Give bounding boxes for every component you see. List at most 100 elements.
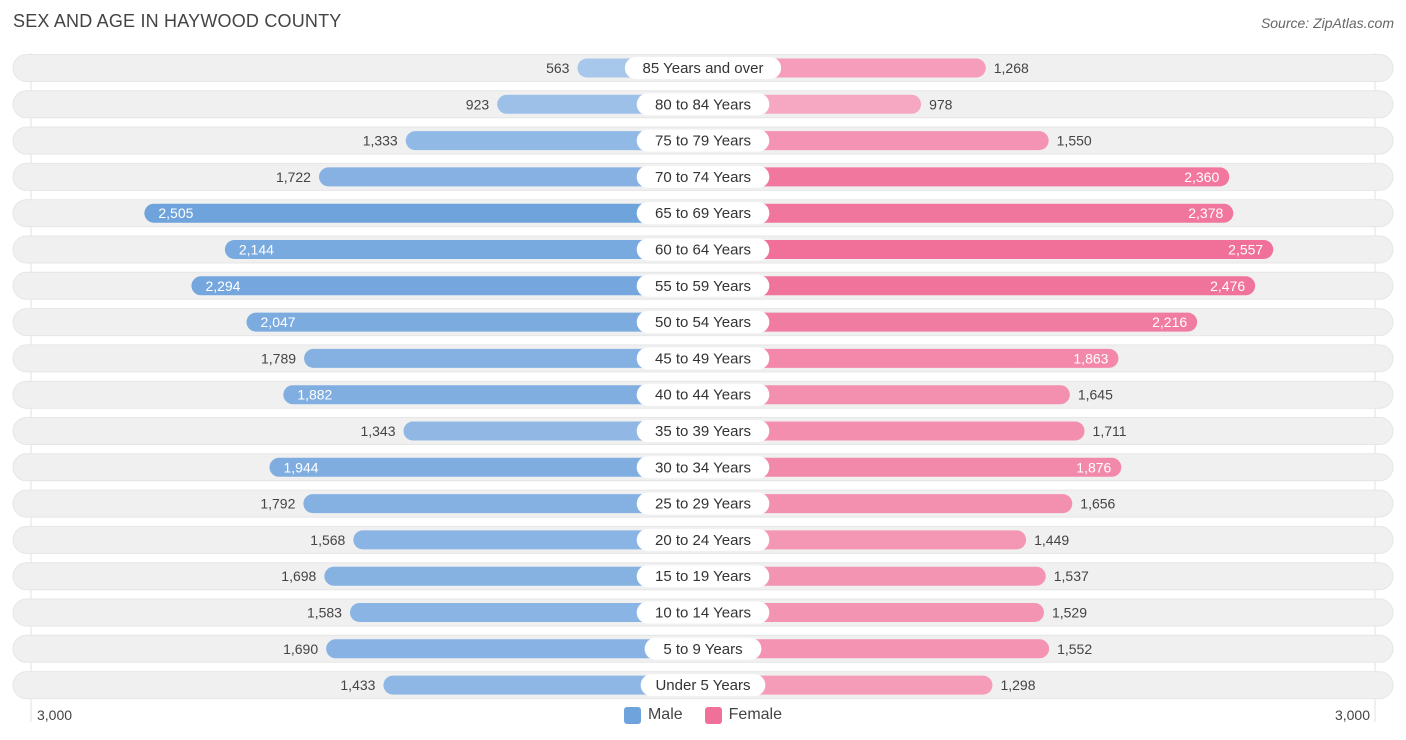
female-value-label: 1,552 [1057, 641, 1092, 657]
category-pill [636, 528, 770, 551]
male-value-label: 923 [466, 96, 490, 112]
category-pill [636, 165, 770, 188]
male-value-label: 2,047 [261, 314, 296, 330]
male-value-label: 1,433 [340, 677, 375, 693]
female-value-label: 1,529 [1052, 605, 1087, 621]
category-label-15-to-19-years: 15 to 19 Years [655, 568, 751, 585]
category-label-60-to-64-years: 60 to 64 Years [655, 242, 751, 259]
category-label-35-to-39-years: 35 to 39 Years [655, 423, 751, 440]
female-bar-70-to-74-years [703, 167, 1230, 187]
category-label-45-to-49-years: 45 to 49 Years [655, 350, 751, 367]
legend-item-female[interactable]: Female [704, 706, 783, 724]
male-swatch-icon [623, 706, 641, 724]
female-value-label: 1,711 [1093, 423, 1127, 439]
legend-male-label: Male [647, 706, 683, 723]
category-label-65-to-69-years: 65 to 69 Years [655, 205, 751, 222]
female-bar-10-to-14-years [703, 603, 1044, 622]
female-bar-under-5-years [703, 675, 993, 695]
male-bar-70-to-74-years [318, 167, 703, 187]
category-label-55-to-59-years: 55 to 59 Years [655, 278, 751, 295]
category-pill [636, 383, 770, 406]
female-bar-20-to-24-years [703, 530, 1027, 550]
category-pill [636, 492, 770, 515]
male-bar-35-to-39-years [403, 421, 703, 441]
male-value-label: 1,789 [261, 350, 296, 366]
male-value-label: 563 [546, 60, 570, 76]
male-bar-30-to-34-years [269, 457, 703, 477]
legend-item-male[interactable]: Male [623, 706, 683, 724]
category-pill [624, 57, 782, 79]
category-label-85-years-and-over: 85 Years and over [643, 60, 764, 77]
category-pill [636, 565, 770, 588]
male-bar-10-to-14-years [349, 603, 703, 622]
female-value-label: 1,268 [994, 60, 1029, 76]
category-label-50-to-54-years: 50 to 54 Years [655, 314, 751, 331]
female-bar-60-to-64-years [703, 240, 1274, 259]
category-label-30-to-34-years: 30 to 34 Years [655, 459, 751, 476]
female-bar-40-to-44-years [703, 385, 1070, 405]
category-pill [636, 93, 770, 116]
category-label-70-to-74-years: 70 to 74 Years [655, 169, 751, 186]
male-value-label: 1,343 [360, 423, 395, 439]
female-value-label: 1,645 [1078, 387, 1113, 403]
female-value-label: 2,476 [1210, 278, 1245, 294]
male-bar-25-to-29-years [303, 494, 703, 514]
category-pill [636, 129, 770, 152]
female-value-label: 1,550 [1057, 133, 1092, 149]
male-bar-20-to-24-years [353, 530, 703, 550]
female-value-label: 2,216 [1152, 314, 1187, 330]
female-value-label: 1,656 [1080, 496, 1115, 512]
category-label-5-to-9-years: 5 to 9 Years [663, 641, 742, 658]
male-value-label: 1,698 [281, 568, 316, 584]
category-pill [636, 347, 770, 370]
female-bar-15-to-19-years [703, 566, 1046, 586]
category-label-40-to-44-years: 40 to 44 Years [655, 387, 751, 404]
category-label-under-5-years: Under 5 Years [655, 677, 750, 694]
category-label-10-to-14-years: 10 to 14 Years [655, 605, 751, 622]
female-bar-65-to-69-years [703, 203, 1234, 223]
female-bar-50-to-54-years [703, 312, 1198, 332]
male-value-label: 1,792 [260, 496, 295, 512]
female-value-label: 978 [929, 96, 953, 112]
male-value-label: 1,333 [363, 133, 398, 149]
female-value-label: 1,449 [1034, 532, 1069, 548]
category-pill [640, 674, 766, 697]
female-value-label: 2,378 [1188, 205, 1223, 221]
category-pill [636, 238, 770, 261]
category-pill [644, 637, 762, 660]
female-bar-45-to-49-years [703, 348, 1119, 368]
male-bar-5-to-9-years [326, 639, 703, 659]
source-label: Source: ZipAtlas.com [1260, 15, 1394, 31]
male-value-label: 2,144 [239, 242, 274, 258]
male-bar-60-to-64-years [224, 240, 703, 259]
category-pill [636, 274, 770, 297]
axis-right-label: 3,000 [1334, 707, 1370, 723]
category-pill [636, 311, 770, 334]
category-pill [636, 456, 770, 479]
female-value-label: 1,863 [1073, 350, 1108, 366]
male-value-label: 1,882 [297, 387, 332, 403]
category-pill [636, 601, 770, 624]
category-pill [636, 420, 770, 442]
female-bar-75-to-79-years [703, 131, 1049, 151]
female-bar-25-to-29-years [703, 494, 1073, 514]
female-bar-5-to-9-years [703, 639, 1050, 659]
male-value-label: 2,294 [205, 278, 240, 294]
category-pill [636, 202, 770, 225]
category-label-75-to-79-years: 75 to 79 Years [655, 133, 751, 150]
legend-female-label: Female [728, 706, 783, 723]
category-label-80-to-84-years: 80 to 84 Years [655, 96, 751, 113]
female-bar-55-to-59-years [703, 276, 1256, 296]
chart-title: SEX AND AGE IN HAYWOOD COUNTY [13, 11, 342, 31]
female-value-label: 1,876 [1076, 459, 1111, 475]
male-value-label: 1,568 [310, 532, 345, 548]
male-bar-under-5-years [383, 675, 703, 695]
legend: Male Female [0, 706, 1406, 724]
female-value-label: 2,557 [1228, 242, 1263, 258]
male-bar-75-to-79-years [405, 131, 703, 151]
male-value-label: 1,944 [283, 459, 318, 475]
female-swatch-icon [704, 706, 722, 724]
female-value-label: 1,298 [1000, 677, 1035, 693]
category-label-25-to-29-years: 25 to 29 Years [655, 496, 751, 513]
